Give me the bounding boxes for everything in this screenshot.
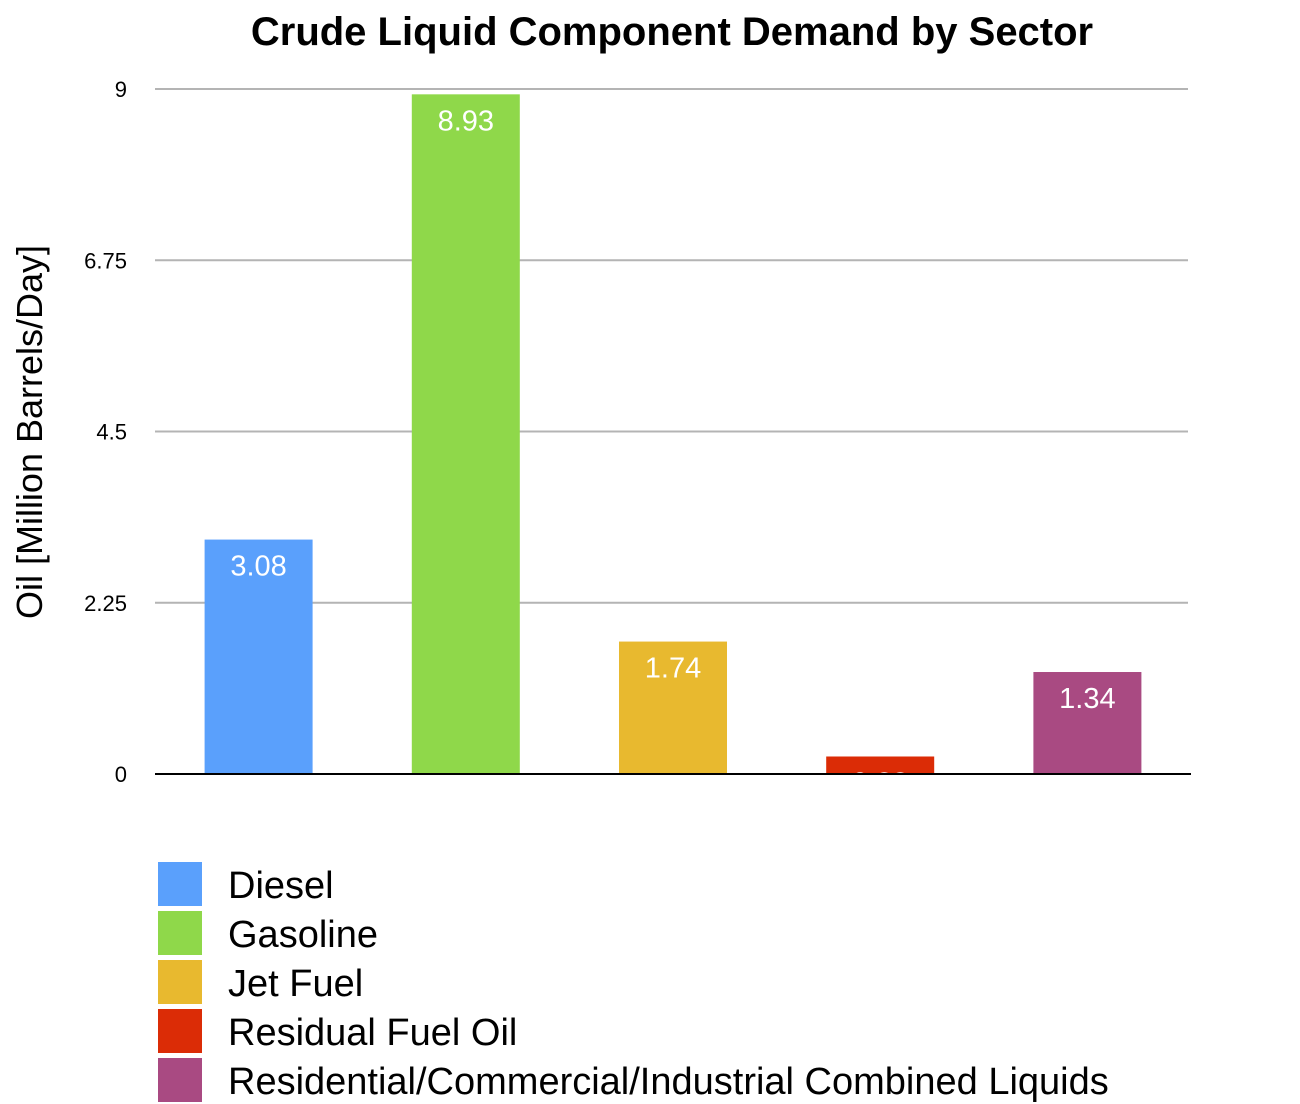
bar-value-label: 3.08 xyxy=(230,551,286,583)
bars xyxy=(204,94,1142,775)
legend-swatch xyxy=(158,960,202,1004)
bar-value-label: 8.93 xyxy=(438,105,494,137)
legend-swatch xyxy=(158,1058,202,1102)
legend-label: Residential/Commercial/Industrial Combin… xyxy=(228,1061,1109,1103)
y-tick-label: 2.25 xyxy=(84,591,127,616)
gridlines xyxy=(155,88,1188,604)
legend-label: Jet Fuel xyxy=(228,963,363,1005)
y-axis-label: Oil [Million Barrels/Day] xyxy=(9,245,50,619)
y-tick-label: 0 xyxy=(115,762,127,787)
bar-value-label: 1.34 xyxy=(1059,683,1115,715)
legend: Diesel Gasoline Jet Fuel Residual Fuel Oil R… xyxy=(158,862,1109,1103)
legend-label: Residual Fuel Oil xyxy=(228,1012,517,1054)
bar xyxy=(619,641,727,774)
bar xyxy=(204,539,313,774)
bar xyxy=(826,756,935,774)
bar xyxy=(411,94,520,775)
data-labels: 3.08 8.93 1.74 0.23 1.34 xyxy=(230,105,1115,799)
y-tick-label: 9 xyxy=(115,77,127,102)
legend-swatch xyxy=(158,862,202,906)
y-axis-ticks: 0 2.25 4.5 6.75 9 xyxy=(84,77,127,787)
legend-swatch xyxy=(158,911,202,955)
legend-label: Diesel xyxy=(228,865,334,907)
y-tick-label: 6.75 xyxy=(84,248,127,273)
bar-value-label: 1.74 xyxy=(645,653,701,685)
chart-title: Crude Liquid Component Demand by Sector xyxy=(251,10,1093,54)
bar xyxy=(1033,672,1142,774)
legend-swatch xyxy=(158,1009,202,1053)
y-tick-label: 4.5 xyxy=(96,420,127,445)
legend-label: Gasoline xyxy=(228,914,378,956)
bar-value-label: 0.23 xyxy=(852,767,908,799)
